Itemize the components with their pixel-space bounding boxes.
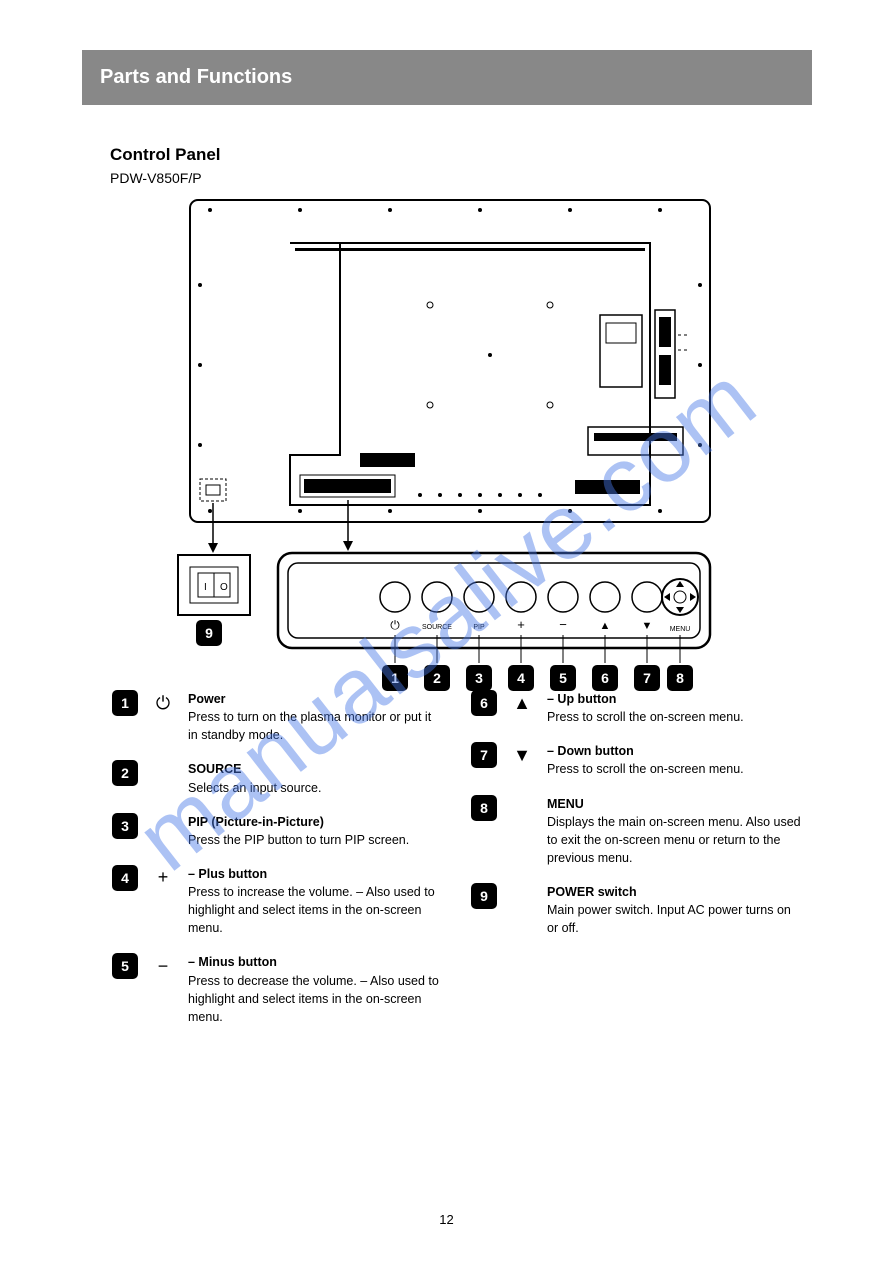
left-column: 1 ⏻ Power Press to turn on the plasma mon… — [112, 690, 443, 1026]
svg-text:I: I — [204, 582, 207, 593]
blank-icon — [509, 795, 535, 821]
svg-text:O: O — [220, 582, 228, 593]
svg-text:▼: ▼ — [642, 620, 653, 632]
diagram-badge-3: 3 — [466, 665, 492, 691]
diagram-svg: I O — [170, 195, 730, 705]
item-8: 8 MENU Displays the main on-screen menu. … — [471, 795, 802, 868]
item-8-title: MENU — [547, 797, 584, 811]
diagram-badge-6: 6 — [592, 665, 618, 691]
item-5-title: – Minus button — [188, 955, 277, 969]
item-3: 3 PIP (Picture-in-Picture) Press the PIP … — [112, 813, 443, 849]
item-1-text: Press to turn on the plasma monitor or p… — [188, 710, 431, 742]
diagram-badge-1: 1 — [382, 665, 408, 691]
svg-text:⏻: ⏻ — [390, 618, 400, 632]
badge-1: 1 — [112, 690, 138, 716]
item-3-text: Press the PIP button to turn PIP screen. — [188, 833, 409, 847]
description-columns: 1 ⏻ Power Press to turn on the plasma mon… — [112, 690, 802, 1026]
item-9-text: Main power switch. Input AC power turns … — [547, 903, 791, 935]
svg-text:+: + — [517, 617, 525, 632]
header-title: Parts and Functions — [100, 66, 292, 89]
device-diagram: I O — [170, 195, 730, 705]
item-8-text: Displays the main on-screen menu. Also u… — [547, 815, 801, 865]
badge-4: 4 — [112, 865, 138, 891]
page-number: 12 — [439, 1212, 453, 1227]
diagram-badge-9: 9 — [196, 620, 222, 646]
item-1: 1 ⏻ Power Press to turn on the plasma mon… — [112, 690, 443, 744]
svg-text:▲: ▲ — [600, 620, 611, 632]
blank-icon — [150, 760, 176, 786]
badge-9: 9 — [471, 883, 497, 909]
minus-icon: − — [150, 953, 176, 979]
svg-text:PIP: PIP — [473, 624, 485, 631]
item-6-text: Press to scroll the on-screen menu. — [547, 710, 744, 724]
up-icon: ▲ — [509, 690, 535, 716]
badge-8: 8 — [471, 795, 497, 821]
item-6: 6 ▲ – Up button Press to scroll the on-sc… — [471, 690, 802, 726]
svg-text:−: − — [559, 617, 567, 632]
right-column: 6 ▲ – Up button Press to scroll the on-sc… — [471, 690, 802, 1026]
blank-icon — [150, 813, 176, 839]
item-7: 7 ▼ – Down button Press to scroll the on-… — [471, 742, 802, 778]
blank-icon — [509, 883, 535, 909]
badge-6: 6 — [471, 690, 497, 716]
item-7-title: – Down button — [547, 744, 634, 758]
item-5: 5 − – Minus button Press to decrease the … — [112, 953, 443, 1026]
diagram-badge-4: 4 — [508, 665, 534, 691]
header-bar: Parts and Functions — [82, 50, 812, 105]
item-7-text: Press to scroll the on-screen menu. — [547, 762, 744, 776]
svg-text:MENU: MENU — [670, 626, 691, 633]
item-4-text: Press to increase the volume. – Also use… — [188, 885, 435, 935]
item-4: 4 + – Plus button Press to increase the v… — [112, 865, 443, 938]
item-6-title: – Up button — [547, 692, 616, 706]
svg-text:SOURCE: SOURCE — [422, 624, 452, 631]
down-icon: ▼ — [509, 742, 535, 768]
item-9: 9 POWER switch Main power switch. Input A… — [471, 883, 802, 937]
diagram-badge-7: 7 — [634, 665, 660, 691]
page-root: Parts and Functions manualsalive.com Con… — [0, 0, 893, 1263]
item-4-title: – Plus button — [188, 867, 267, 881]
power-icon: ⏻ — [150, 690, 176, 716]
item-1-title: Power — [188, 692, 226, 706]
diagram-badge-2: 2 — [424, 665, 450, 691]
badge-5: 5 — [112, 953, 138, 979]
plus-icon: + — [150, 865, 176, 891]
item-2-title: SOURCE — [188, 762, 241, 776]
diagram-badge-8: 8 — [667, 665, 693, 691]
badge-7: 7 — [471, 742, 497, 768]
item-5-text: Press to decrease the volume. – Also use… — [188, 974, 439, 1024]
item-2: 2 SOURCE Selects an input source. — [112, 760, 443, 796]
section-subtitle: PDW-V850F/P — [110, 170, 202, 186]
badge-2: 2 — [112, 760, 138, 786]
badge-3: 3 — [112, 813, 138, 839]
section-title: Control Panel — [110, 145, 221, 165]
item-9-title: POWER switch — [547, 885, 637, 899]
diagram-badge-5: 5 — [550, 665, 576, 691]
item-3-title: PIP (Picture-in-Picture) — [188, 815, 324, 829]
item-2-text: Selects an input source. — [188, 781, 321, 795]
